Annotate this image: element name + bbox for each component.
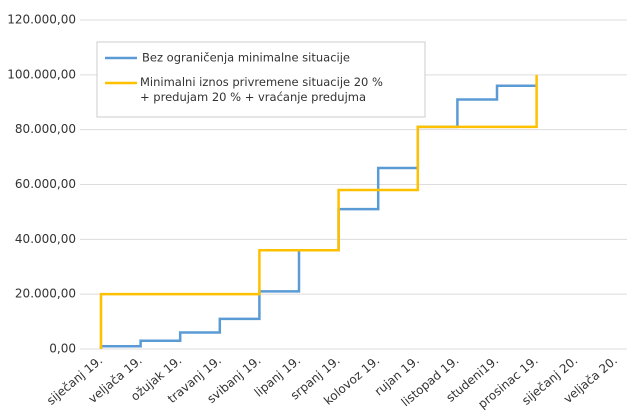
y-tick-label: 0,00 [49, 342, 76, 356]
legend-box [96, 41, 426, 118]
y-tick-label: 20.000,00 [15, 287, 76, 301]
step-line [99, 74, 538, 349]
y-tick-label: 120.000,00 [7, 13, 76, 27]
y-tick-label: 60.000,00 [15, 177, 76, 191]
legend-label: Minimalni iznos privremene situacije 20 … [140, 75, 383, 104]
legend: Bez ograničenja minimalne situacije Minim… [96, 41, 426, 118]
legend-label-box: Minimalni iznos privremene situacije 20 … [140, 75, 383, 104]
legend-label: Bez ograničenja minimalne situacije [142, 51, 350, 65]
y-tick-label: 40.000,00 [15, 232, 76, 246]
y-tick-label: 80.000,00 [15, 122, 76, 136]
step-line [99, 84, 537, 349]
y-tick-label: 100.000,00 [7, 67, 76, 81]
